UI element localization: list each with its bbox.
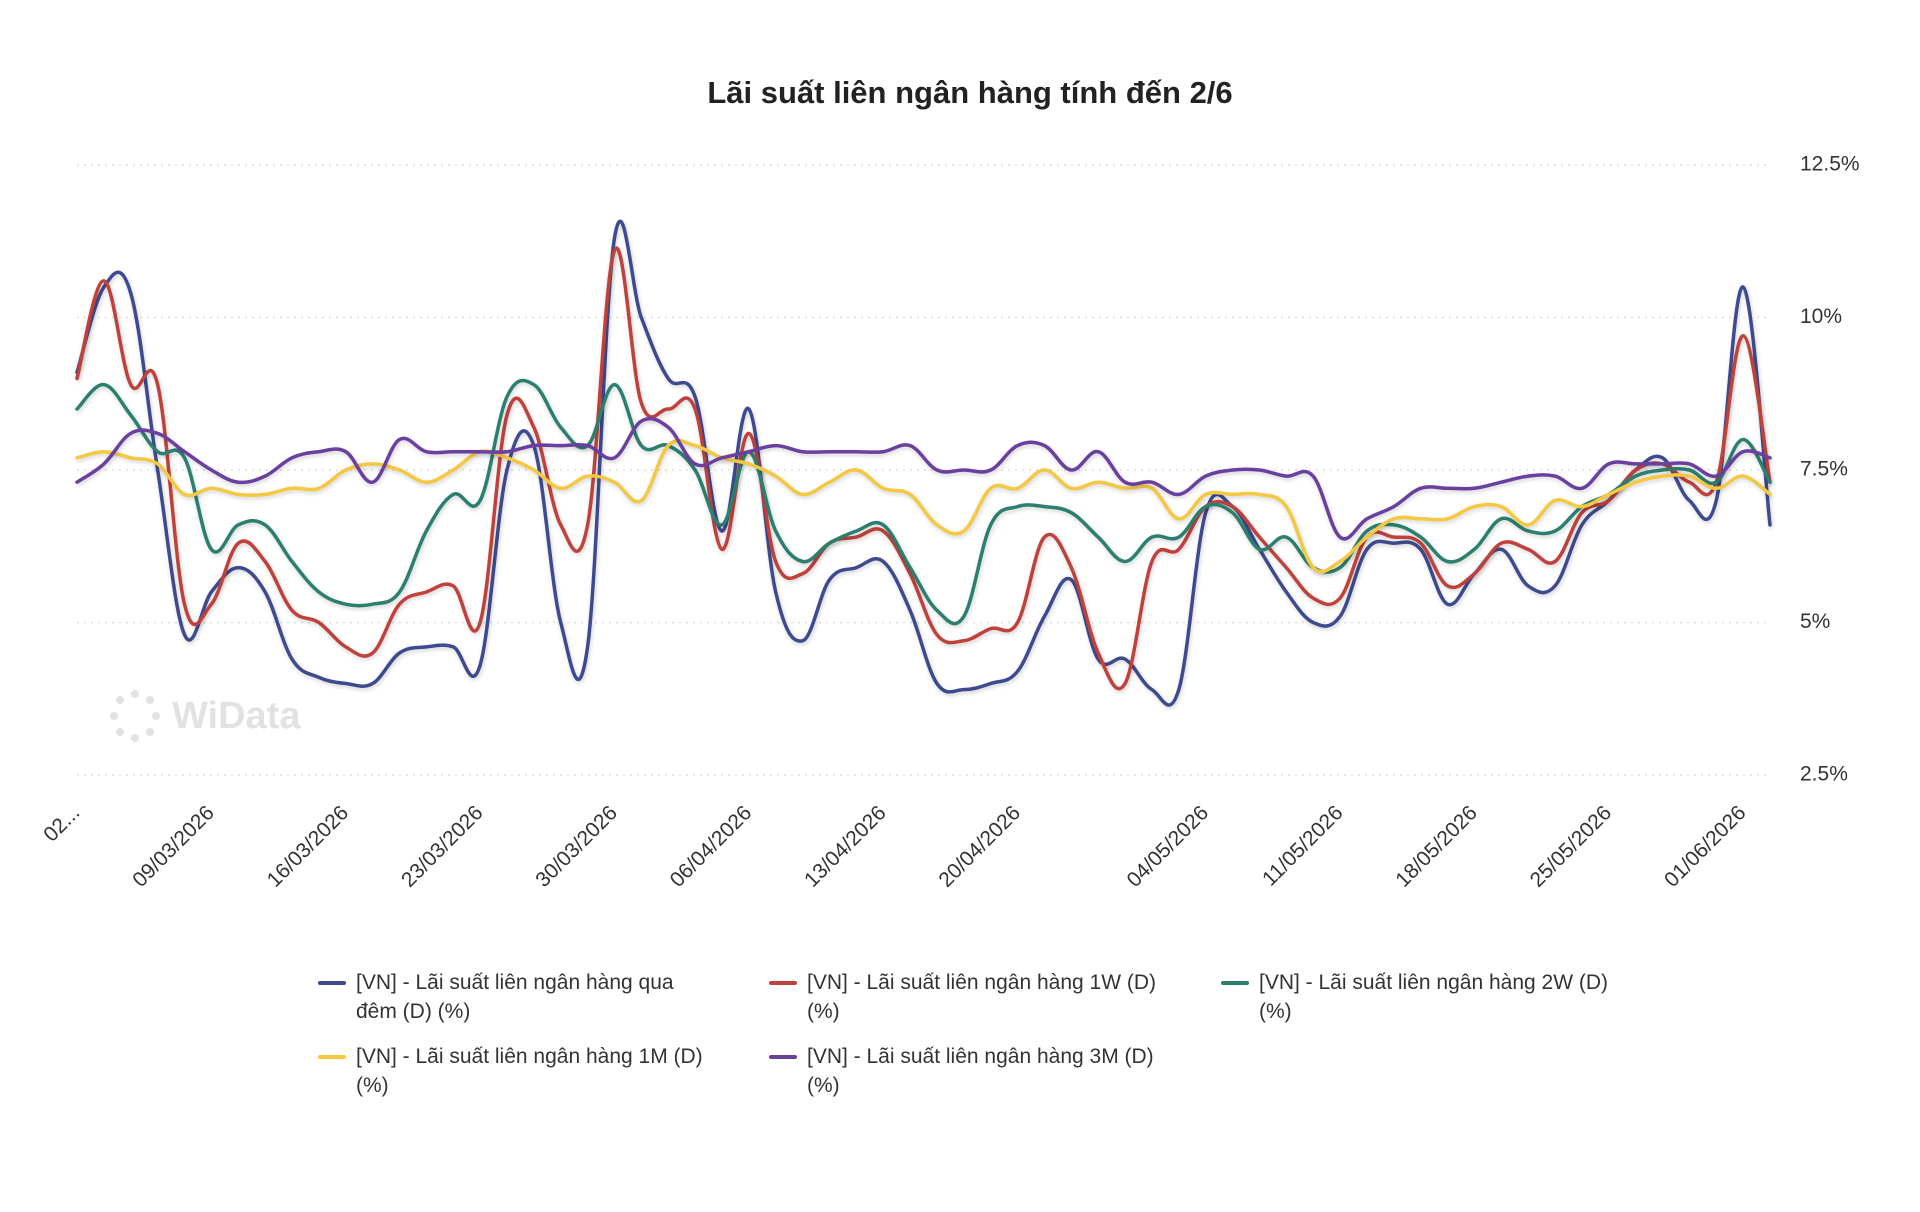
legend-item[interactable]: [VN] - Lãi suất liên ngân hàng 1M (D) (%… <box>318 1042 718 1100</box>
x-tick-label: 30/03/2026 <box>531 801 622 892</box>
x-tick-label: 23/03/2026 <box>397 801 488 892</box>
y-tick-label: 10% <box>1800 305 1842 328</box>
legend-item[interactable]: [VN] - Lãi suất liên ngân hàng qua đêm (… <box>318 968 718 1026</box>
y-tick-label: 5% <box>1800 610 1830 633</box>
legend-item[interactable]: [VN] - Lãi suất liên ngân hàng 3M (D) (%… <box>769 1042 1169 1100</box>
series-line <box>75 416 1772 541</box>
legend-swatch <box>318 981 346 985</box>
x-tick-label: 13/04/2026 <box>800 801 891 892</box>
y-tick-label: 7.5% <box>1800 458 1848 481</box>
legend-swatch <box>1221 981 1249 985</box>
series-line <box>75 378 1772 626</box>
x-tick-label: 18/05/2026 <box>1391 801 1482 892</box>
legend-label: [VN] - Lãi suất liên ngân hàng 2W (D) (%… <box>1259 971 1609 1023</box>
x-tick-label: 25/05/2026 <box>1526 801 1617 892</box>
x-tick-label: 01/06/2026 <box>1660 801 1751 892</box>
series-line <box>75 438 1772 574</box>
x-tick-label: 09/03/2026 <box>128 801 219 892</box>
legend-item[interactable]: [VN] - Lãi suất liên ngân hàng 1W (D) (%… <box>769 968 1169 1026</box>
x-tick-label: 02... <box>39 801 84 846</box>
legend-swatch <box>769 1055 797 1059</box>
x-tick-label: 16/03/2026 <box>263 801 354 892</box>
legend-swatch <box>769 981 797 985</box>
watermark: WiData <box>172 695 301 737</box>
legend-label: [VN] - Lãi suất liên ngân hàng 1M (D) (%… <box>356 1045 703 1097</box>
x-tick-label: 06/04/2026 <box>666 801 757 892</box>
legend-label: [VN] - Lãi suất liên ngân hàng 1W (D) (%… <box>807 971 1157 1023</box>
legend-label: [VN] - Lãi suất liên ngân hàng qua đêm (… <box>356 971 674 1023</box>
legend-label: [VN] - Lãi suất liên ngân hàng 3M (D) (%… <box>807 1045 1154 1097</box>
series-line <box>75 246 1772 691</box>
watermark-icon <box>110 690 160 742</box>
x-tick-label: 04/05/2026 <box>1123 801 1214 892</box>
legend-swatch <box>318 1055 346 1059</box>
chart-title: Lãi suất liên ngân hàng tính đến 2/6 <box>707 75 1232 110</box>
y-tick-label: 12.5% <box>1800 153 1860 176</box>
y-tick-label: 2.5% <box>1800 763 1848 786</box>
x-tick-label: 11/05/2026 <box>1258 801 1347 890</box>
legend-item[interactable]: [VN] - Lãi suất liên ngân hàng 2W (D) (%… <box>1221 968 1621 1026</box>
x-tick-label: 20/04/2026 <box>934 801 1025 892</box>
